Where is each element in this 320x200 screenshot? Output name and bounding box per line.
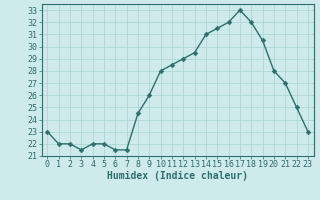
X-axis label: Humidex (Indice chaleur): Humidex (Indice chaleur) <box>107 171 248 181</box>
